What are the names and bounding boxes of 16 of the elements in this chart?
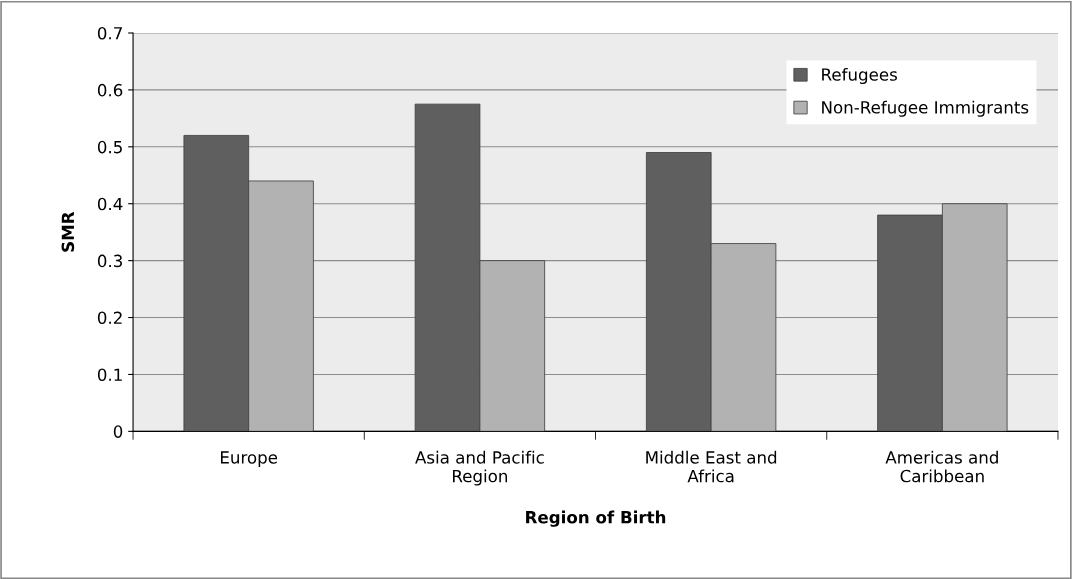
x-tick-label: Asia and Pacific Region bbox=[415, 450, 544, 486]
y-tick-label: 0.4 bbox=[97, 197, 123, 211]
legend-label: Non-Refugee Immigrants bbox=[822, 100, 1029, 117]
y-tick-label: 0.5 bbox=[97, 140, 122, 154]
x-tick-label: Middle East and Africa bbox=[646, 450, 777, 483]
x-tick-label: Americas and Caribbean bbox=[885, 450, 998, 483]
y-tick-label: 0 bbox=[113, 425, 123, 438]
x-axis-title: Region of Birth bbox=[526, 510, 666, 527]
y-tick-label: 0.1 bbox=[97, 368, 122, 382]
y-tick-label: 0.3 bbox=[97, 254, 122, 268]
legend-label: Refugees bbox=[822, 67, 897, 85]
x-tick-label: Europe bbox=[221, 451, 278, 467]
y-axis-title: SMR bbox=[61, 211, 75, 252]
y-tick-label: 0.2 bbox=[97, 311, 122, 325]
y-tick-label: 0.7 bbox=[97, 26, 122, 40]
y-tick-label: 0.6 bbox=[97, 83, 123, 97]
